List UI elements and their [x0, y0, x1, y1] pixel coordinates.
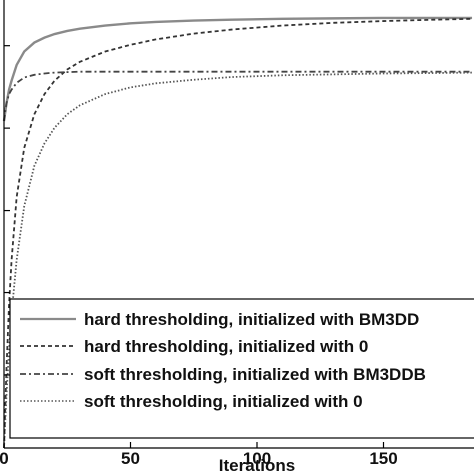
legend-label-1: hard thresholding, initialized with 0 [84, 337, 368, 356]
legend: hard thresholding, initialized with BM3D… [9, 298, 474, 439]
legend-label-3: soft thresholding, initialized with 0 [84, 392, 363, 411]
series-line-1 [3, 17, 473, 449]
x-tick-label-1: 50 [121, 449, 140, 468]
x-tick-label-0: 0 [0, 449, 9, 468]
x-axis-title: Iterations [219, 456, 296, 474]
tick-layer: 0 50 100 150 [0, 45, 398, 468]
x-tick-label-2: 100 [243, 449, 271, 468]
series-layer [2, 16, 473, 449]
legend-label-2: soft thresholding, initialized with BM3D… [84, 365, 426, 384]
legend-box [9, 298, 474, 439]
series-line-3 [3, 71, 473, 449]
series-line-0 [2, 16, 473, 122]
x-tick-label-3: 150 [369, 449, 397, 468]
legend-label-0: hard thresholding, initialized with BM3D… [84, 310, 419, 329]
